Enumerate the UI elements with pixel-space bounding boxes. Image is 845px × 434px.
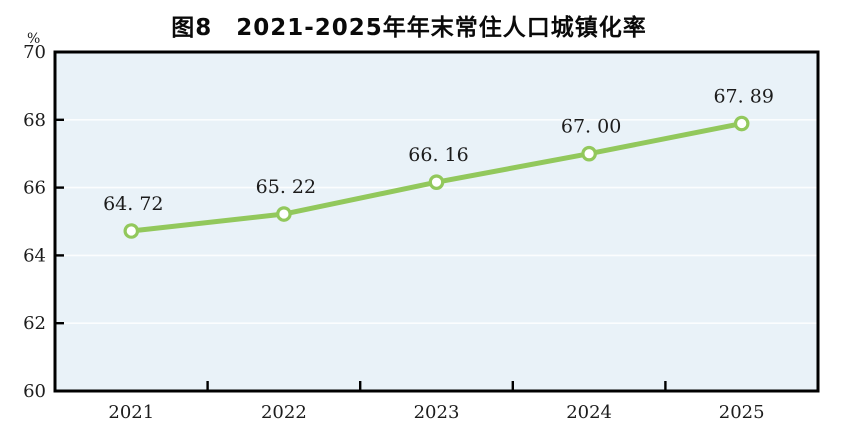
y-axis-unit-label: % — [27, 31, 41, 47]
y-axis-label: 70 — [23, 42, 46, 63]
data-point-label: 66. 16 — [408, 144, 468, 166]
y-axis-label: 68 — [23, 110, 46, 131]
x-axis-label: 2022 — [261, 402, 307, 423]
data-point-label: 64. 72 — [103, 193, 163, 215]
y-axis-label: 66 — [23, 178, 46, 199]
data-point-marker — [428, 174, 445, 190]
data-point-marker — [276, 206, 292, 222]
y-axis-label: 60 — [23, 381, 46, 402]
data-point-label: 65. 22 — [256, 176, 316, 198]
plot-border — [53, 50, 820, 393]
data-point-marker — [733, 115, 750, 132]
y-axis-label: 62 — [23, 313, 46, 334]
y-axis-label: 64 — [23, 245, 46, 266]
x-axis-label: 2023 — [414, 402, 460, 423]
data-point-label: 67. 00 — [561, 116, 621, 138]
data-point-marker — [581, 145, 597, 162]
x-axis-label: 2024 — [566, 402, 612, 423]
plot-area — [55, 52, 818, 391]
data-point-label: 67. 89 — [713, 86, 773, 108]
data-point-marker — [123, 223, 140, 239]
x-axis-label: 2021 — [108, 402, 154, 423]
x-axis-label: 2025 — [719, 402, 765, 423]
chart-title: 图8 2021-2025年年末常住人口城镇化率 — [171, 15, 647, 41]
